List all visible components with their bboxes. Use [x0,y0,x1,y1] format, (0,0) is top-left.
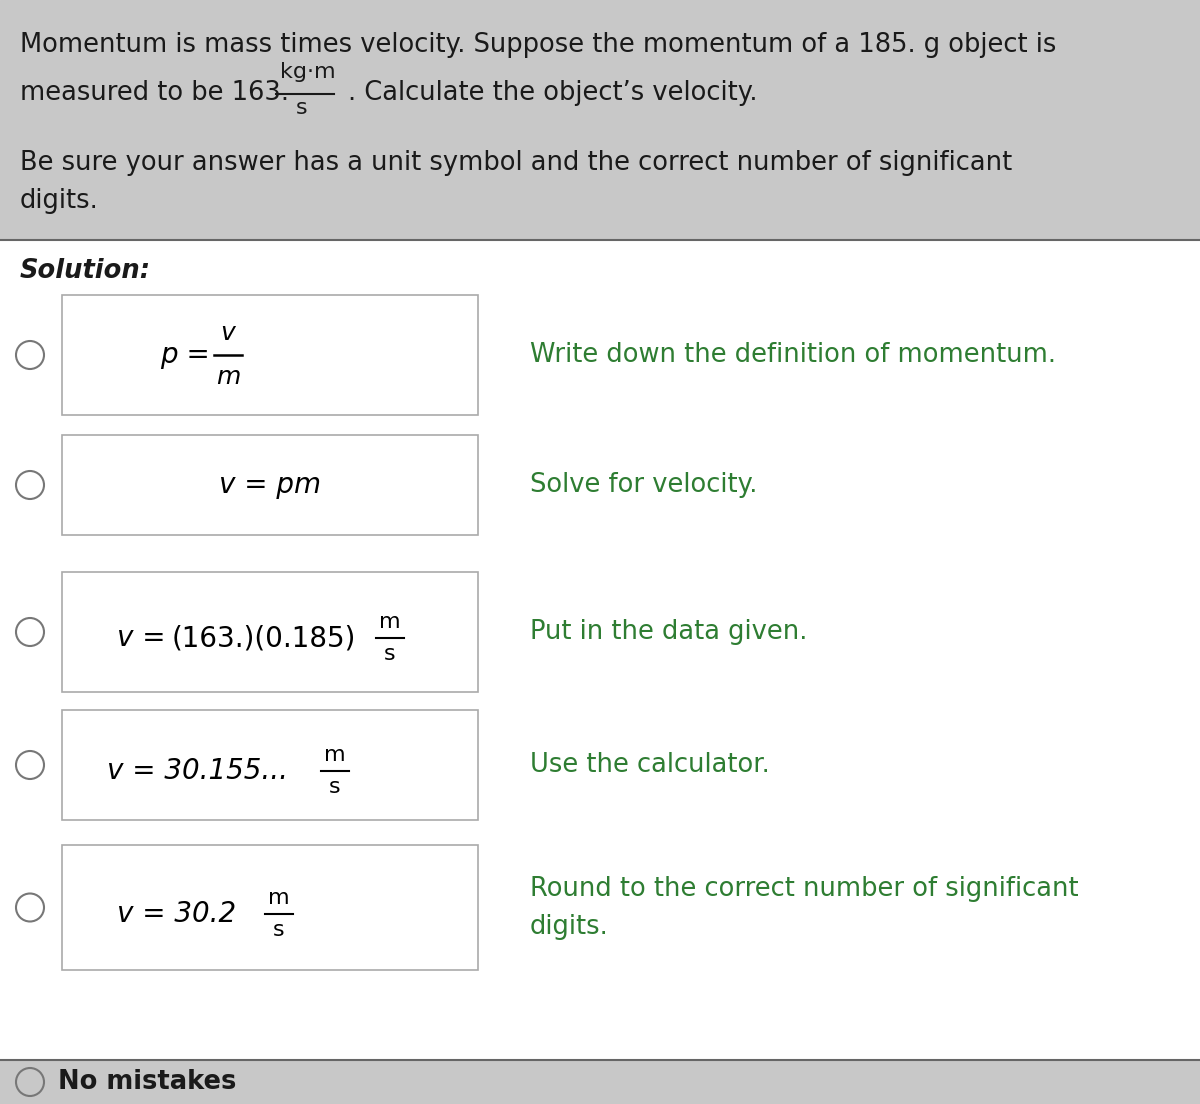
Text: p =: p = [161,341,210,369]
Text: No mistakes: No mistakes [58,1069,236,1095]
Text: Write down the definition of momentum.: Write down the definition of momentum. [530,342,1056,368]
Bar [0,240,1200,1060]
Text: m: m [268,888,290,907]
Text: Round to the correct number of significant
digits.: Round to the correct number of significa… [530,875,1079,940]
Text: v =: v = [118,624,166,652]
Text: Solution:: Solution: [20,258,151,284]
Text: Momentum is mass times velocity. Suppose the momentum of a 185. g object is: Momentum is mass times velocity. Suppose… [20,32,1056,59]
Text: v = 30.155...: v = 30.155... [107,757,288,785]
Text: . Calculate the object’s velocity.: . Calculate the object’s velocity. [348,79,757,106]
Text: Solve for velocity.: Solve for velocity. [530,473,757,498]
Text: m: m [216,365,240,389]
Text: s: s [296,98,307,118]
Bar [0,0,1200,240]
Text: m: m [324,745,346,765]
Text: Put in the data given.: Put in the data given. [530,619,808,645]
FancyBboxPatch shape [62,435,478,535]
FancyBboxPatch shape [62,710,478,820]
Text: kg·m: kg·m [280,62,336,82]
Text: v = 30.2: v = 30.2 [118,900,236,927]
Text: s: s [384,644,396,664]
FancyBboxPatch shape [62,572,478,692]
Text: s: s [329,777,341,797]
FancyBboxPatch shape [62,295,478,415]
Text: m: m [379,612,401,631]
Text: s: s [274,920,284,940]
Text: Use the calculator.: Use the calculator. [530,752,769,778]
FancyBboxPatch shape [62,845,478,970]
Text: Be sure your answer has a unit symbol and the correct number of significant
digi: Be sure your answer has a unit symbol an… [20,150,1013,214]
Text: v: v [221,321,235,344]
Text: (163.)(0.185): (163.)(0.185) [172,624,356,652]
Text: measured to be 163.: measured to be 163. [20,79,289,106]
Text: v = pm: v = pm [220,471,322,499]
Bar [0,1060,1200,1104]
